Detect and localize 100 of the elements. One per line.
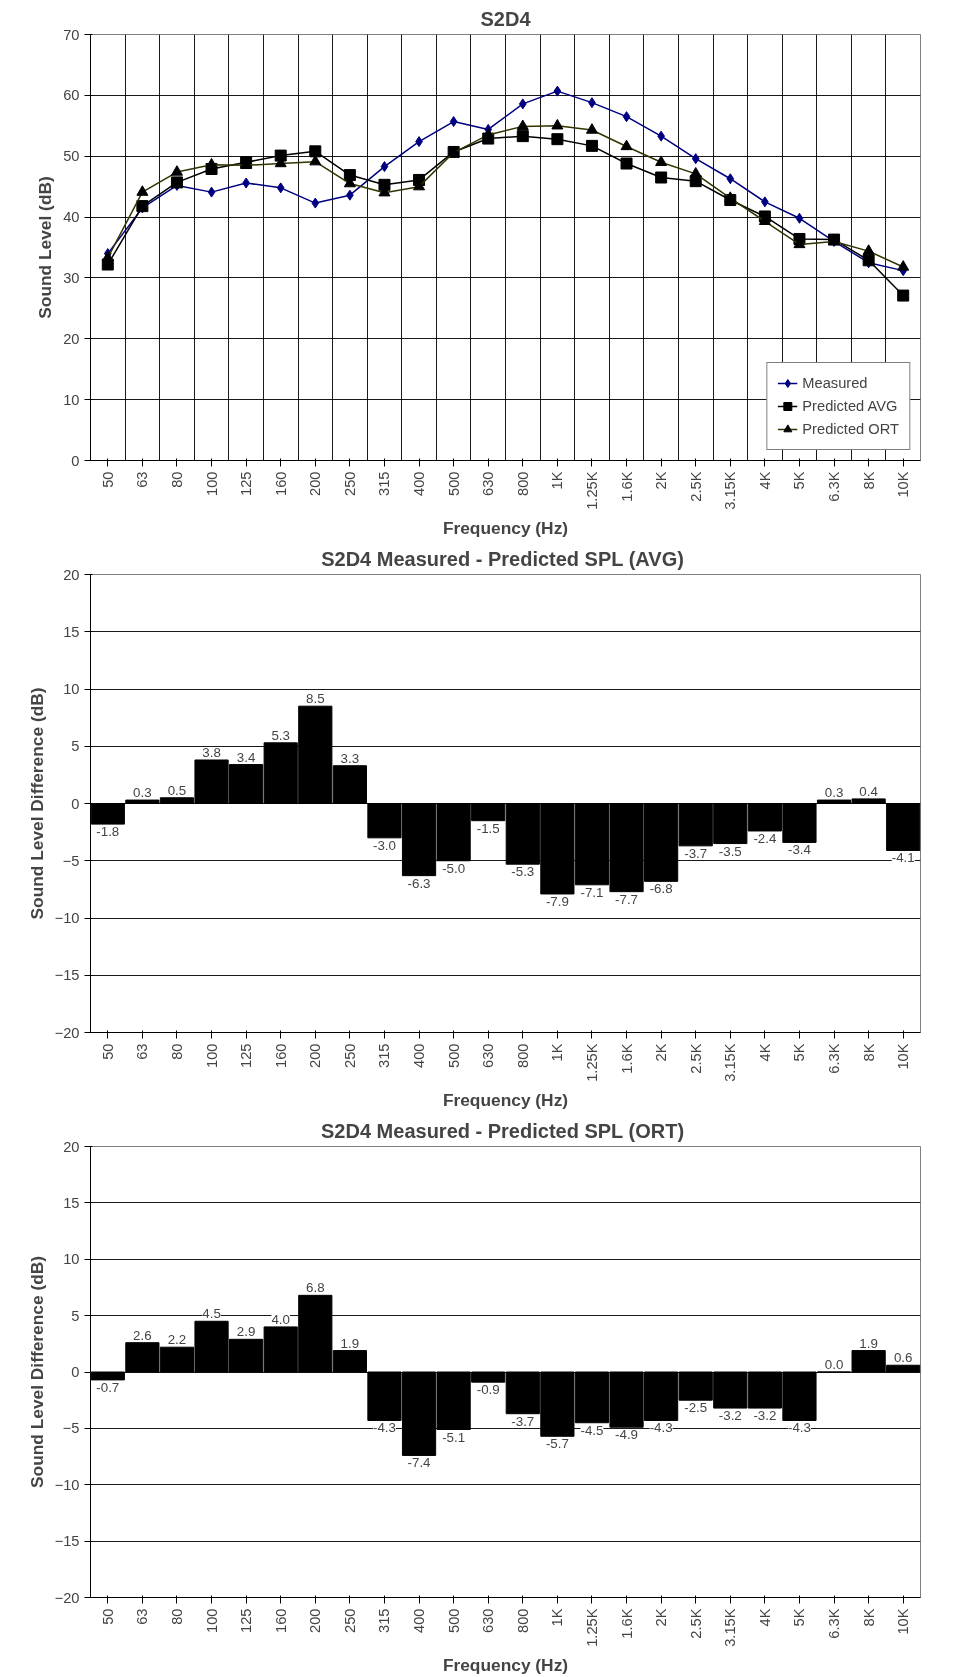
y-tick-label: 40 — [63, 209, 80, 226]
data-label: 0.0 — [824, 1357, 844, 1372]
data-label: 1.9 — [340, 1335, 360, 1351]
x-tick-label: 800 — [514, 1608, 531, 1633]
y-tick-label: −10 — [54, 1476, 80, 1493]
data-label: -5.1 — [442, 1429, 466, 1445]
data-label: 1.9 — [859, 1335, 878, 1351]
y-tick-label: −20 — [54, 1589, 80, 1606]
data-label: -3.2 — [753, 1408, 777, 1424]
y-tick-label: 10 — [63, 1251, 80, 1268]
x-tick-label: 160 — [272, 471, 289, 496]
x-tick-label: 63 — [134, 1043, 151, 1060]
x-tick-label: 1.6K — [618, 1608, 635, 1639]
x-tick-label: 10K — [895, 1043, 912, 1070]
x-tick-label: 630 — [480, 471, 497, 496]
x-tick-label: 1K — [549, 471, 566, 490]
data-label: -5.3 — [511, 864, 535, 880]
data-label: -3.7 — [684, 845, 708, 861]
y-tick-label: 60 — [63, 87, 80, 104]
x-tick-label: 6.3K — [826, 1608, 843, 1639]
y-tick-label: 0 — [71, 452, 80, 469]
data-label: -3.0 — [372, 837, 396, 853]
chart-title: S2D4 — [480, 7, 532, 30]
x-tick-label: 3.15K — [722, 1608, 739, 1647]
x-tick-label: 1.25K — [583, 1608, 600, 1647]
x-tick-label: 500 — [445, 1608, 462, 1633]
legend-label: Predicted AVG — [802, 398, 898, 414]
data-label: 6.8 — [306, 1280, 325, 1296]
x-tick-label: 1.6K — [618, 471, 635, 502]
y-tick-label: 30 — [63, 269, 80, 286]
x-tick-label: 200 — [307, 1043, 324, 1068]
x-tick-label: 2K — [653, 1608, 670, 1627]
y-tick-label: 15 — [63, 1194, 80, 1211]
data-label: 3.3 — [340, 750, 360, 766]
x-tick-label: 315 — [376, 471, 393, 496]
y-tick-label: 70 — [63, 26, 80, 43]
x-tick-label: 630 — [480, 1608, 497, 1633]
y-tick-label: 5 — [71, 738, 80, 755]
x-tick-label: 8K — [860, 1608, 877, 1627]
x-tick-label: 50 — [99, 471, 116, 488]
y-tick-label: −5 — [62, 852, 80, 869]
x-tick-label: 5K — [791, 1608, 808, 1627]
y-tick-label: −20 — [54, 1024, 80, 1041]
x-tick-label: 1.6K — [618, 1043, 635, 1074]
x-tick-label: 2K — [653, 1043, 670, 1062]
data-label: -7.4 — [407, 1455, 432, 1471]
x-tick-label: 5K — [791, 471, 808, 490]
y-tick-label: 10 — [63, 391, 80, 408]
y-tick-label: −15 — [54, 1533, 80, 1550]
x-tick-label: 250 — [341, 1043, 358, 1068]
x-tick-label: 315 — [376, 1608, 393, 1633]
y-tick-label: −5 — [62, 1420, 80, 1437]
x-tick-label: 10K — [895, 1608, 912, 1635]
x-tick-label: 50 — [99, 1043, 116, 1060]
x-tick-label: 80 — [168, 471, 185, 488]
data-label: 8.5 — [306, 691, 325, 707]
data-label: -4.3 — [649, 1420, 673, 1436]
data-label: -4.3 — [372, 1420, 396, 1436]
x-tick-label: 315 — [376, 1043, 393, 1068]
x-tick-label: 125 — [238, 471, 255, 496]
data-label: 0.3 — [133, 785, 152, 801]
x-tick-label: 160 — [272, 1608, 289, 1633]
data-label: -7.1 — [580, 884, 604, 900]
y-axis-title: Sound Level (dB) — [35, 176, 56, 319]
data-label: 0.3 — [824, 785, 844, 801]
x-tick-label: 1.25K — [583, 1043, 600, 1082]
x-tick-label: 250 — [341, 471, 358, 496]
y-tick-label: 5 — [71, 1307, 80, 1324]
x-tick-label: 200 — [307, 1608, 324, 1633]
x-tick-label: 4K — [756, 1608, 773, 1627]
y-tick-label: 50 — [63, 148, 80, 165]
x-tick-label: 100 — [203, 1043, 220, 1068]
x-tick-label: 1K — [549, 1043, 566, 1062]
data-label: -1.5 — [476, 820, 500, 836]
data-label: -1.8 — [96, 824, 120, 840]
data-label: -6.3 — [407, 875, 431, 891]
x-tick-label: 400 — [411, 1608, 428, 1633]
data-label: 4.0 — [271, 1311, 290, 1327]
x-tick-label: 80 — [168, 1608, 185, 1625]
x-tick-label: 125 — [238, 1608, 255, 1633]
y-tick-label: −15 — [54, 967, 80, 984]
data-label: -4.9 — [615, 1427, 639, 1443]
data-label: 0.6 — [893, 1350, 913, 1366]
data-label: -5.0 — [442, 860, 466, 876]
data-label: -2.5 — [684, 1400, 708, 1416]
data-label: 3.4 — [236, 749, 256, 765]
x-tick-label: 800 — [514, 471, 531, 496]
data-label: -4.1 — [891, 850, 915, 866]
y-tick-label: 20 — [63, 1138, 80, 1155]
y-tick-label: 20 — [63, 566, 80, 583]
x-tick-label: 160 — [272, 1043, 289, 1068]
x-axis-title: Frequency (Hz) — [442, 1089, 569, 1110]
data-label: 4.5 — [202, 1306, 221, 1322]
chart-title: S2D4 Measured - Predicted SPL (AVG) — [321, 547, 684, 570]
x-tick-label: 8K — [860, 471, 877, 490]
data-label: 2.2 — [167, 1332, 187, 1348]
x-tick-label: 2.5K — [687, 1043, 704, 1074]
x-tick-label: 8K — [860, 1043, 877, 1062]
data-label: 3.8 — [202, 744, 221, 760]
x-tick-label: 6.3K — [826, 471, 843, 502]
